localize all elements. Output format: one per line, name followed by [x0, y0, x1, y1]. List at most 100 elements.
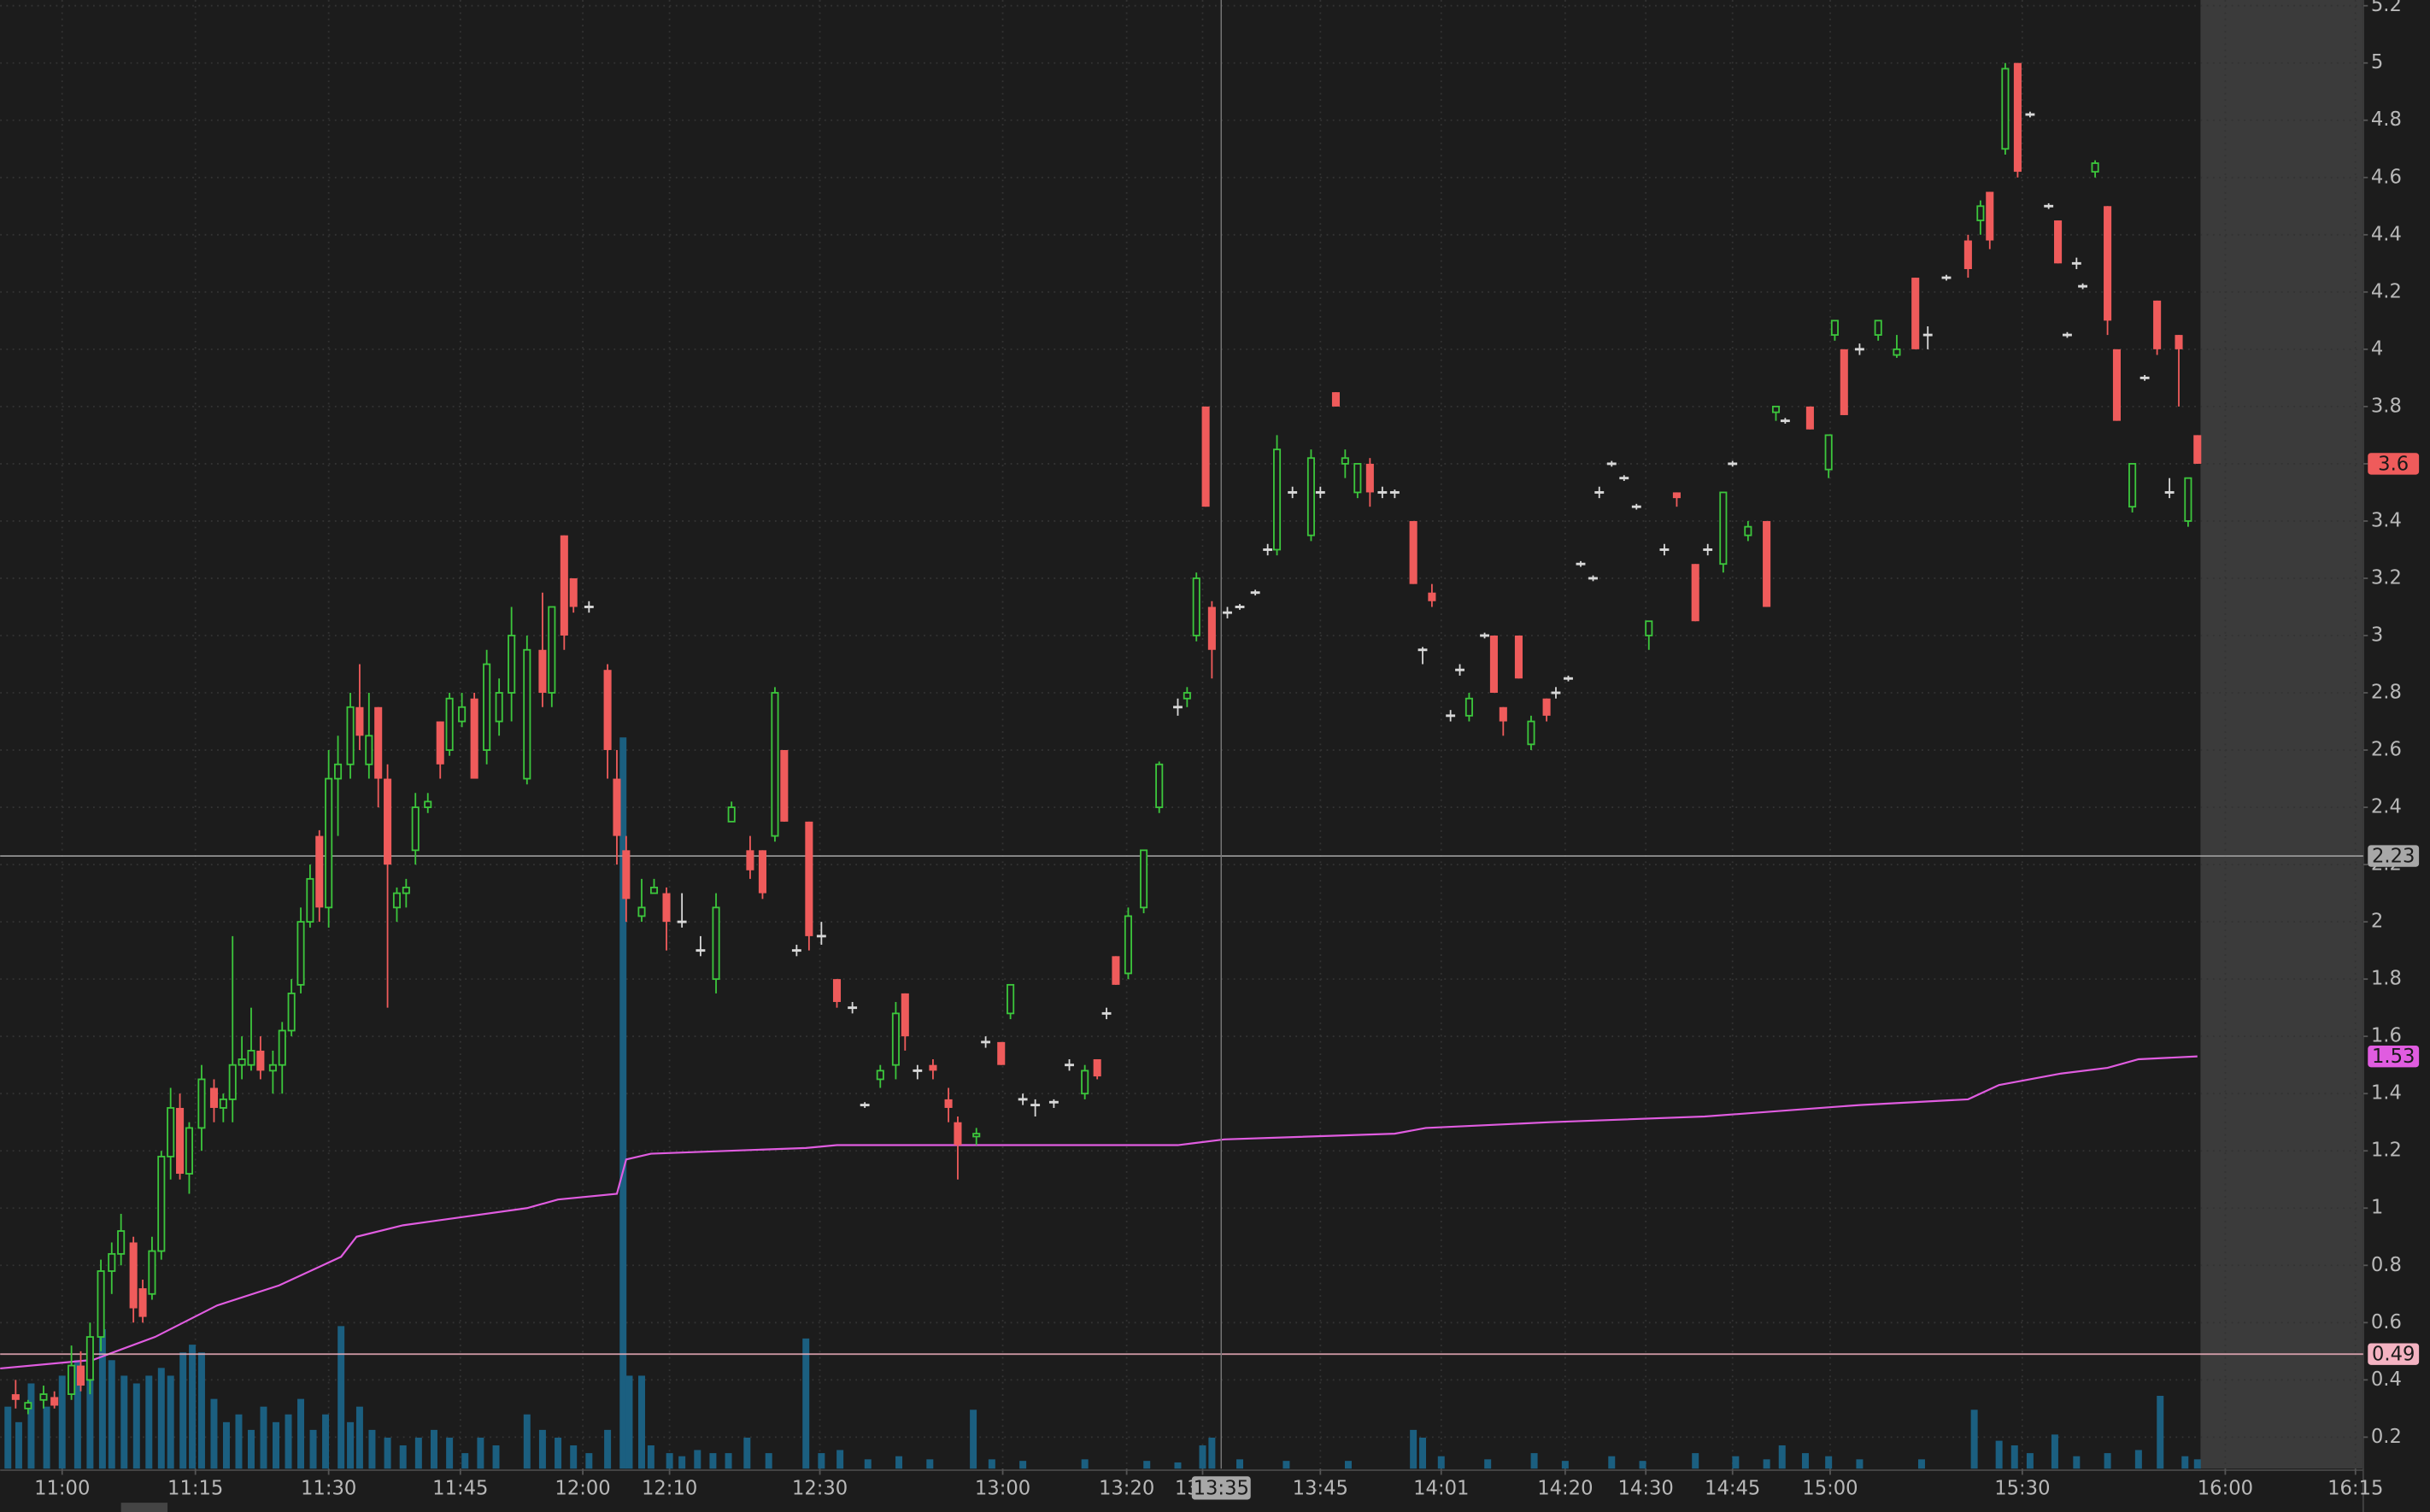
volume-bar	[988, 1459, 995, 1469]
candle-body	[1455, 668, 1464, 671]
candle-body	[1446, 714, 1456, 718]
candle-body	[1893, 348, 1901, 356]
candle-body	[2025, 113, 2035, 116]
candle-body	[402, 886, 410, 894]
candle-body	[424, 800, 432, 808]
candle-body	[954, 1122, 962, 1146]
volume-bar	[694, 1450, 701, 1469]
candle-body	[981, 1040, 991, 1044]
candle-body	[287, 992, 296, 1032]
candle-body	[1840, 349, 1848, 415]
candle-body	[247, 1050, 255, 1066]
volume-bar	[1081, 1459, 1089, 1469]
volume-bar	[399, 1445, 407, 1469]
volume-bar	[1236, 1459, 1244, 1469]
volume-bar	[384, 1437, 391, 1469]
volume-bar	[2104, 1453, 2111, 1469]
volume-bar	[2010, 1445, 2018, 1469]
x-tick-label: 13:45	[1293, 1477, 1348, 1499]
scrollbar[interactable]	[120, 1503, 168, 1512]
candle-body	[997, 1041, 1006, 1065]
volume-bar	[1917, 1459, 1925, 1469]
candle-body	[24, 1402, 32, 1409]
volume-bar	[197, 1352, 205, 1469]
y-tick-label: 3	[2371, 624, 2383, 646]
candle-body	[1606, 462, 1617, 466]
candle-body	[129, 1242, 138, 1309]
volume-bar	[247, 1429, 255, 1469]
volume-bar	[864, 1459, 872, 1469]
y-tick-label: 0.2	[2371, 1426, 2402, 1448]
volume-bar	[222, 1421, 230, 1469]
volume-bar	[1825, 1456, 1833, 1469]
candle-body	[712, 906, 720, 981]
candle-body	[848, 1006, 858, 1010]
candle-body	[727, 806, 736, 823]
volume-bar	[322, 1414, 330, 1469]
candle-body	[209, 1087, 218, 1108]
candle-body	[458, 706, 467, 723]
x-tick-label: 12:30	[792, 1477, 848, 1499]
candle-body	[1192, 577, 1200, 636]
candle-body	[1771, 405, 1781, 413]
candle-body	[238, 1058, 246, 1066]
volume-bar	[15, 1421, 22, 1469]
candle-body	[334, 763, 343, 780]
candle-body	[1854, 348, 1864, 351]
candle-body	[50, 1397, 59, 1406]
x-tick-label: 13:00	[975, 1477, 1030, 1499]
candle-body	[1007, 983, 1015, 1015]
price-label-box	[2368, 845, 2420, 867]
volume-bar	[765, 1453, 772, 1469]
volume-bar	[43, 1406, 50, 1469]
candle-body	[436, 721, 444, 765]
candle-body	[1963, 240, 1972, 270]
price-label-box	[2368, 453, 2420, 475]
volume-bar	[2157, 1395, 2164, 1469]
candle-body	[1672, 492, 1681, 499]
candle-body	[2193, 435, 2202, 464]
volume-bar	[446, 1437, 454, 1469]
price-label-box	[2368, 1045, 2420, 1068]
candle-body	[1201, 406, 1210, 507]
volume-bar	[189, 1345, 197, 1469]
volume-bar	[970, 1409, 977, 1469]
candle-body	[791, 949, 801, 952]
price-label: 2.23	[2372, 845, 2415, 867]
volume-bar	[86, 1375, 94, 1469]
candle-body	[346, 706, 355, 765]
volume-bar	[743, 1437, 751, 1469]
candle-body	[2001, 67, 2010, 150]
volume-bar	[1856, 1459, 1864, 1469]
volume-bar	[1019, 1461, 1027, 1469]
candle-body	[1941, 276, 1952, 279]
x-tick-label: 11:15	[167, 1477, 223, 1499]
volume-bar	[523, 1414, 531, 1469]
volume-bar	[666, 1453, 673, 1469]
volume-bar	[260, 1406, 267, 1469]
volume-bar	[210, 1398, 218, 1469]
price-label: 3.6	[2378, 453, 2409, 475]
candle-body	[1703, 548, 1713, 551]
price-label-box	[2368, 1343, 2420, 1365]
volume-bar	[2026, 1453, 2034, 1469]
y-tick-label: 3.4	[2371, 509, 2402, 531]
candle-body	[662, 893, 671, 923]
candle-body	[548, 606, 556, 694]
y-tick-label: 2	[2371, 911, 2383, 933]
candle-body	[1389, 490, 1400, 494]
candle-body	[1273, 448, 1282, 551]
volume-bar	[157, 1368, 165, 1469]
candle-body	[39, 1393, 48, 1401]
volume-bar	[1419, 1437, 1427, 1469]
y-tick-label: 1.4	[2371, 1082, 2402, 1105]
candle-body	[1480, 634, 1489, 637]
y-tick-label: 2.6	[2371, 739, 2402, 761]
volume-bar	[1763, 1459, 1770, 1469]
y-tick-label: 0.8	[2371, 1254, 2402, 1276]
candle-body	[384, 778, 392, 865]
crosshair-label-box	[1191, 1476, 1251, 1500]
candle-body	[495, 692, 503, 723]
volume-bar	[73, 1360, 81, 1469]
